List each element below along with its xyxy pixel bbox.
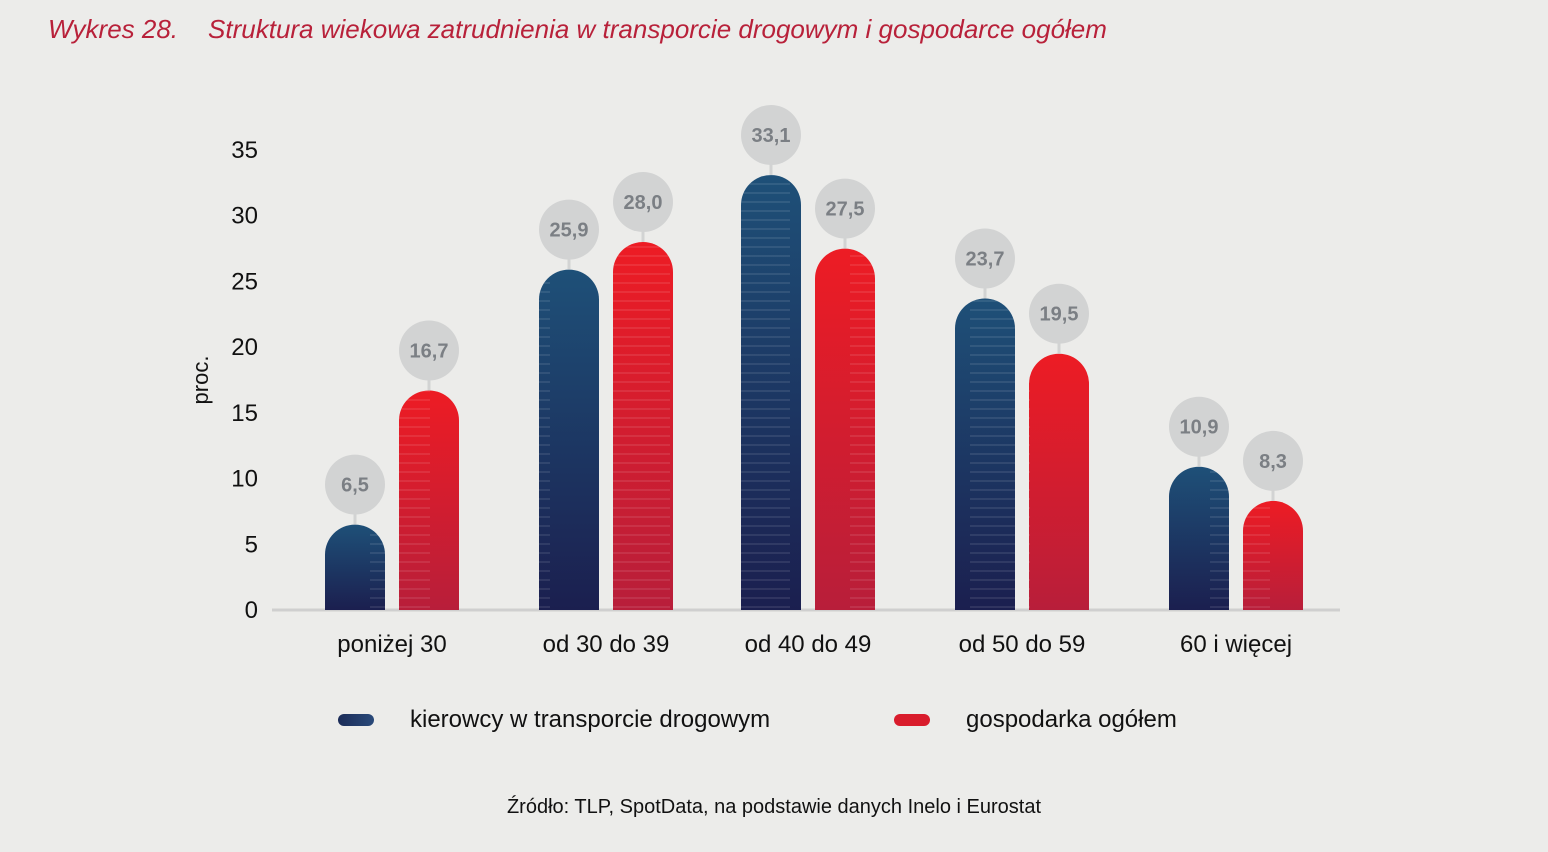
bar-group-item: 10,9 [1169, 396, 1229, 610]
y-tick-label: 25 [231, 268, 258, 295]
x-tick-label: od 30 do 39 [543, 631, 670, 658]
bar-group-item: 27,5 [815, 178, 875, 610]
data-label: 19,5 [1040, 304, 1079, 326]
legend-swatch-drivers [338, 714, 374, 726]
legend-item-economy: gospodarka ogółem [894, 706, 1177, 734]
x-tick-label: od 40 do 49 [745, 631, 872, 658]
bar-group-item: 16,7 [399, 320, 459, 610]
legend-swatch-economy [894, 714, 930, 726]
bar-texture [539, 269, 599, 610]
y-tick-label: 10 [231, 466, 258, 493]
bars: 6,5 16,7 25,9 28,0 33,1 27,5 23,7 19,5 10,9 8,3 [325, 104, 1303, 611]
value-bubble [741, 104, 801, 165]
value-bubble [1169, 396, 1229, 457]
value-bubble [1029, 283, 1089, 344]
bar-group-item: 6,5 [325, 454, 385, 610]
bar-texture [741, 174, 801, 611]
bar-texture [325, 524, 385, 610]
y-tick-label: 35 [231, 137, 258, 164]
legend-label: kierowcy w transporcie drogowym [410, 706, 771, 733]
value-bubble [1243, 430, 1303, 491]
legend: kierowcy w transporcie drogowym gospodar… [0, 706, 1548, 742]
bar-group-item: 28,0 [613, 172, 673, 610]
bar-group-item: 33,1 [741, 104, 801, 611]
y-tick-label: 15 [231, 400, 258, 427]
y-tick-label: 20 [231, 334, 258, 361]
x-axis: poniżej 30 od 30 do 39 od 40 do 49 od 50 do… [337, 631, 1292, 658]
bar-group-item: 23,7 [955, 228, 1015, 610]
chart-title-text: Struktura wiekowa zatrudnienia w transpo… [208, 14, 1107, 44]
data-label: 16,7 [410, 341, 449, 363]
bar-group-item: 19,5 [1029, 283, 1089, 610]
bar-chart: 0 5 10 15 20 25 30 35 proc. 6,5 16,7 25,9 28,0 33,1… [188, 104, 1340, 658]
y-tick-label: 30 [231, 203, 258, 230]
data-label: 8,3 [1259, 451, 1287, 473]
bar-texture [399, 390, 459, 610]
data-label: 23,7 [966, 249, 1005, 271]
chart-number: Wykres 28. [48, 14, 179, 44]
y-axis: 0 5 10 15 20 25 30 35 [231, 137, 258, 624]
legend-item-drivers: kierowcy w transporcie drogowym [338, 706, 770, 734]
value-bubble [399, 320, 459, 381]
data-label: 33,1 [752, 125, 791, 147]
data-label: 10,9 [1180, 417, 1219, 439]
data-label: 27,5 [826, 199, 865, 221]
y-axis-label: proc. [188, 356, 213, 405]
bar-texture [815, 248, 875, 610]
value-bubble [955, 228, 1015, 289]
y-tick-label: 5 [245, 531, 258, 558]
chart-title: Wykres 28. Struktura wiekowa zatrudnienia… [48, 14, 1107, 45]
legend-label: gospodarka ogółem [966, 706, 1177, 733]
bar-group-item: 25,9 [539, 199, 599, 610]
bar-texture [955, 298, 1015, 610]
value-bubble [815, 178, 875, 239]
value-bubble [613, 172, 673, 232]
bar-group-item: 8,3 [1243, 430, 1303, 610]
bar-texture [613, 242, 673, 610]
data-label: 25,9 [550, 220, 589, 242]
bar-texture [1029, 353, 1089, 610]
value-bubble [539, 199, 599, 260]
x-tick-label: 60 i więcej [1180, 631, 1292, 658]
x-tick-label: od 50 do 59 [959, 631, 1086, 658]
data-label: 28,0 [624, 192, 663, 214]
source-note: Źródło: TLP, SpotData, na podstawie dany… [506, 796, 1042, 818]
value-bubble [325, 454, 385, 515]
data-label: 6,5 [341, 475, 369, 497]
x-tick-label: poniżej 30 [337, 631, 446, 658]
y-tick-label: 0 [245, 597, 258, 624]
bar-texture [1243, 500, 1303, 610]
bar-texture [1169, 466, 1229, 610]
